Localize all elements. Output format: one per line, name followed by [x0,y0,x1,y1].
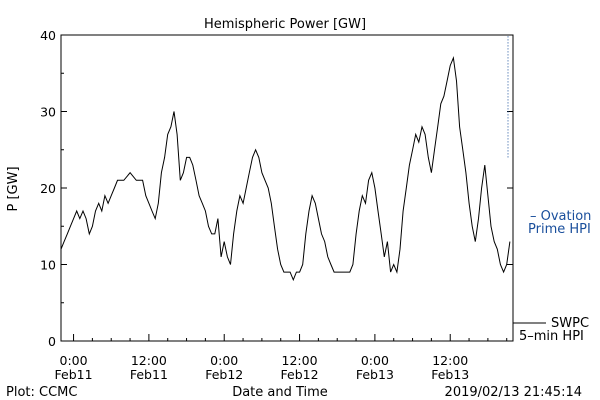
x-tick-label-date: Feb12 [205,367,243,382]
y-tick-label: 20 [40,181,56,196]
y-axis-ticks: 0 10 20 30 40 [40,28,513,349]
x-tick-label-time: 0:00 [60,353,88,368]
x-tick-label-date: Feb11 [130,367,168,382]
legend-swpc-line2: 5–min HPI [519,329,584,344]
legend-ovation-line1: – Ovation [530,209,591,224]
data-series [60,35,511,282]
x-tick-label-date: Feb11 [55,367,93,382]
x-tick-label-time: 12:00 [131,353,167,368]
plot-frame [60,34,514,342]
x-axis-label: Date and Time [232,385,328,400]
footer-plot-source: Plot: CCMC [6,385,77,400]
legend-swpc-line1: SWPC [551,316,589,331]
x-tick-label-date: Feb13 [431,367,469,382]
x-tick-label-time: 0:00 [210,353,238,368]
x-tick-label-date: Feb12 [281,367,319,382]
series-swpc-hpi [60,55,511,282]
y-tick-label: 10 [40,258,56,273]
y-axis-label: P [GW] [6,166,21,211]
x-tick-label-date: Feb13 [356,367,394,382]
legend-ovation-line2: Prime HPI [528,222,591,237]
y-tick-label: 0 [48,334,56,349]
chart-title: Hemispheric Power [GW] [204,17,366,32]
legend: – Ovation Prime HPI SWPC 5–min HPI [513,209,591,344]
x-tick-label-time: 12:00 [282,353,318,368]
footer-timestamp: 2019/02/13 21:45:14 [445,385,582,400]
x-tick-label-time: 0:00 [361,353,389,368]
x-axis-ticks: 0:00Feb1112:00Feb110:00Feb1212:00Feb120:… [55,334,508,382]
y-tick-label: 30 [40,105,56,120]
y-tick-label: 40 [40,28,56,43]
x-tick-label-time: 12:00 [432,353,468,368]
